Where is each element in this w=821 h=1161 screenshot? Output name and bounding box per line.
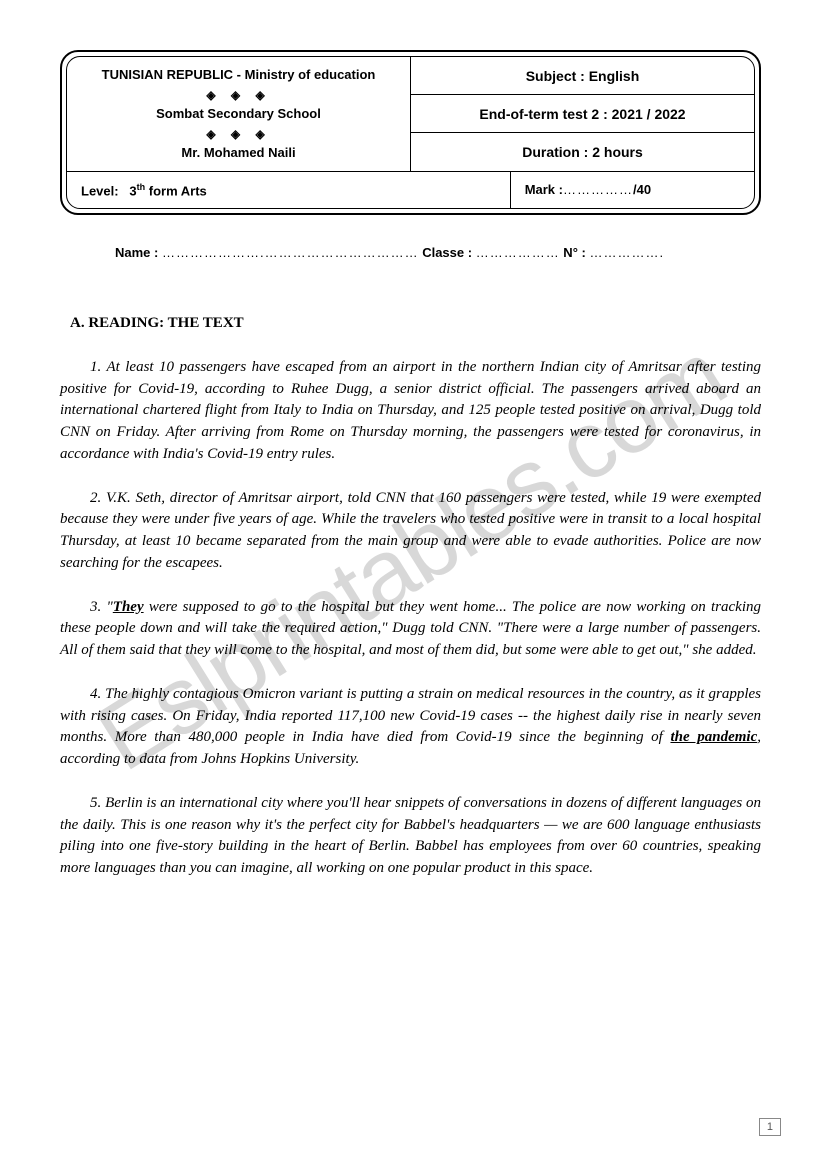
paragraph-4: 4. The highly contagious Omicron variant… xyxy=(60,684,761,771)
num-label: N° : xyxy=(560,245,590,260)
classe-label: Classe : xyxy=(419,245,476,260)
level-cell: Level: 3th form Arts xyxy=(67,171,510,208)
p4-prefix: 4. The highly contagious Omicron variant… xyxy=(60,686,761,746)
test-cell: End-of-term test 2 : 2021 / 2022 xyxy=(411,95,755,133)
classe-dots: ……………… xyxy=(476,245,560,260)
page-number: 1 xyxy=(759,1118,781,1136)
paragraph-1: 1. At least 10 passengers have escaped f… xyxy=(60,357,761,466)
school-line: Sombat Secondary School xyxy=(156,106,321,121)
name-dots: ………………….…………………………… xyxy=(162,245,419,260)
header-table: TUNISIAN REPUBLIC - Ministry of educatio… xyxy=(67,57,754,208)
mark-cell: Mark :……………/40 xyxy=(510,171,754,208)
level-rest: form Arts xyxy=(145,183,207,198)
p3-rest: were supposed to go to the hospital but … xyxy=(60,599,761,659)
p3-prefix: 3. " xyxy=(90,599,113,615)
section-title: A. READING: THE TEXT xyxy=(70,315,761,332)
header-left-cell: TUNISIAN REPUBLIC - Ministry of educatio… xyxy=(67,57,411,171)
num-dots: ……………. xyxy=(589,245,664,260)
paragraph-3: 3. "They were supposed to go to the hosp… xyxy=(60,597,761,662)
name-line: Name : ………………….…………………………… Classe : …………… xyxy=(115,245,761,260)
republic-line: TUNISIAN REPUBLIC - Ministry of educatio… xyxy=(102,67,376,82)
p3-they: They xyxy=(113,599,144,615)
level-suffix: th xyxy=(137,182,146,192)
p4-pandemic: the pandemic xyxy=(670,729,757,745)
subject-cell: Subject : English xyxy=(411,57,755,95)
paragraph-5: 5. Berlin is an international city where… xyxy=(60,793,761,880)
mark-dots: …………… xyxy=(563,182,633,197)
duration-cell: Duration : 2 hours xyxy=(411,133,755,171)
name-label: Name : xyxy=(115,245,162,260)
header-inner: TUNISIAN REPUBLIC - Ministry of educatio… xyxy=(66,56,755,209)
ornament-1: ◈ ◈ ◈ xyxy=(206,88,270,102)
paragraph-2: 2. V.K. Seth, director of Amritsar airpo… xyxy=(60,488,761,575)
teacher-line: Mr. Mohamed Naili xyxy=(181,145,295,160)
page-content: TUNISIAN REPUBLIC - Ministry of educatio… xyxy=(60,50,761,880)
level-label: Level: xyxy=(81,183,119,198)
header-box: TUNISIAN REPUBLIC - Ministry of educatio… xyxy=(60,50,761,215)
mark-label: Mark : xyxy=(525,182,563,197)
mark-total: /40 xyxy=(633,182,651,197)
ornament-2: ◈ ◈ ◈ xyxy=(206,127,270,141)
level-value: 3 xyxy=(129,183,136,198)
